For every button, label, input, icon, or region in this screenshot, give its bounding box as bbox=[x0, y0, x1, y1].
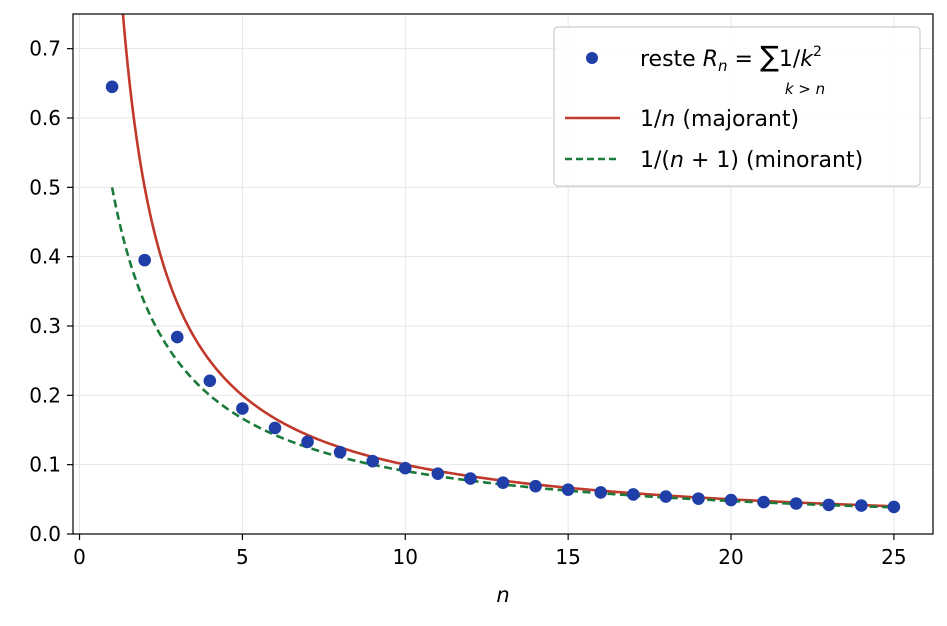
data-point bbox=[529, 479, 542, 493]
legend-label-minorant: 1/(n + 1) (minorant) bbox=[640, 148, 863, 173]
ticks: 0 5 10 15 20 25 0.0 0.1 0.2 0.3 0.4 0.5 0.6 0.7 bbox=[29, 37, 906, 569]
y-tick-label: 0.3 bbox=[29, 314, 61, 338]
y-tick-label: 0.0 bbox=[29, 522, 61, 546]
x-tick-label: 25 bbox=[881, 545, 906, 569]
plot-area bbox=[105, 14, 901, 514]
x-tick-label: 20 bbox=[718, 545, 743, 569]
data-point bbox=[203, 374, 217, 388]
data-point bbox=[366, 454, 379, 468]
data-point bbox=[561, 483, 575, 496]
data-point bbox=[724, 493, 738, 507]
y-tick-label: 0.2 bbox=[29, 383, 61, 407]
x-tick-label: 5 bbox=[236, 545, 249, 569]
data-point bbox=[138, 253, 151, 267]
data-point bbox=[855, 499, 868, 512]
x-tick-label: 10 bbox=[393, 545, 418, 569]
data-point bbox=[627, 488, 640, 501]
y-tick-label: 0.1 bbox=[29, 453, 61, 477]
y-tick-label: 0.4 bbox=[29, 245, 61, 269]
data-point bbox=[887, 500, 901, 514]
data-point bbox=[594, 486, 608, 499]
x-tick-label: 15 bbox=[555, 545, 580, 569]
data-point bbox=[496, 476, 510, 489]
y-tick-label: 0.6 bbox=[29, 106, 61, 130]
data-point bbox=[105, 80, 119, 94]
data-point bbox=[301, 435, 314, 449]
data-point bbox=[236, 402, 249, 415]
y-tick-label: 0.7 bbox=[29, 37, 61, 61]
legend-label-reste: reste Rn = ∑1/k2 bbox=[640, 40, 822, 75]
data-point bbox=[431, 467, 445, 480]
data-point bbox=[659, 490, 673, 503]
legend-marker-reste bbox=[586, 52, 598, 64]
legend: reste Rn = ∑1/k2 k > n 1/n (majorant) 1/… bbox=[553, 26, 921, 187]
y-tick-label: 0.5 bbox=[29, 175, 61, 199]
data-point bbox=[822, 498, 836, 512]
data-point bbox=[789, 497, 803, 510]
data-point bbox=[757, 495, 770, 509]
data-point bbox=[333, 445, 347, 459]
legend-label-majorant: 1/n (majorant) bbox=[640, 107, 799, 132]
x-tick-label: 0 bbox=[73, 545, 86, 569]
legend-sum-subscript: k > n bbox=[785, 80, 825, 98]
series-line-minorant bbox=[110, 187, 894, 509]
x-axis-label: n bbox=[496, 583, 509, 607]
data-point bbox=[398, 461, 412, 475]
data-point bbox=[464, 472, 477, 485]
data-point bbox=[692, 492, 705, 505]
legend-box bbox=[553, 26, 921, 187]
data-point bbox=[170, 330, 184, 344]
axes-frame bbox=[72, 13, 934, 535]
data-point bbox=[268, 421, 282, 435]
